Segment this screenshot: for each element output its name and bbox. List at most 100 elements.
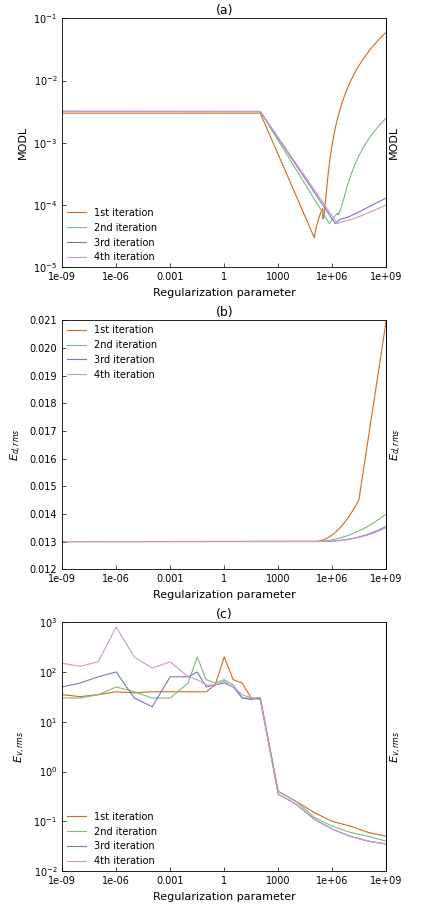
4th iteration bbox=[213, 679, 218, 691]
3rd iteration bbox=[315, 536, 320, 547]
3rd iteration bbox=[374, 525, 379, 536]
3rd iteration bbox=[240, 692, 245, 703]
2nd iteration bbox=[213, 678, 218, 689]
1st iteration bbox=[213, 679, 218, 691]
Line: 1st iteration: 1st iteration bbox=[62, 657, 386, 836]
4th iteration bbox=[194, 674, 200, 685]
2nd iteration bbox=[384, 508, 389, 519]
3rd iteration bbox=[384, 521, 389, 532]
1st iteration bbox=[59, 536, 65, 547]
4th iteration bbox=[329, 823, 335, 834]
2nd iteration bbox=[327, 218, 332, 229]
2nd iteration bbox=[114, 681, 119, 692]
3rd iteration bbox=[194, 667, 200, 678]
1st iteration bbox=[348, 821, 353, 832]
1st iteration bbox=[258, 692, 263, 703]
1st iteration bbox=[374, 376, 380, 387]
2nd iteration bbox=[312, 812, 317, 823]
3rd iteration bbox=[384, 838, 389, 849]
2nd iteration bbox=[209, 105, 214, 116]
1st iteration bbox=[329, 816, 335, 827]
4th iteration bbox=[76, 536, 81, 547]
Legend: 1st iteration, 2nd iteration, 3rd iteration, 4th iteration: 1st iteration, 2nd iteration, 3rd iterat… bbox=[67, 208, 157, 262]
1st iteration bbox=[59, 107, 65, 118]
3rd iteration bbox=[374, 197, 380, 208]
Line: 2nd iteration: 2nd iteration bbox=[62, 514, 386, 542]
1st iteration bbox=[315, 536, 320, 547]
2nd iteration bbox=[217, 105, 222, 116]
Y-axis label: MODL: MODL bbox=[389, 127, 399, 160]
4th iteration bbox=[276, 789, 281, 800]
4th iteration bbox=[59, 536, 65, 547]
4th iteration bbox=[217, 536, 222, 547]
Line: 2nd iteration: 2nd iteration bbox=[62, 111, 386, 224]
2nd iteration bbox=[59, 692, 65, 703]
X-axis label: Regularization parameter: Regularization parameter bbox=[153, 891, 296, 901]
4th iteration bbox=[384, 838, 389, 849]
1st iteration bbox=[240, 678, 245, 689]
3rd iteration bbox=[329, 823, 335, 834]
2nd iteration bbox=[203, 674, 209, 685]
1st iteration bbox=[374, 378, 379, 389]
3rd iteration bbox=[374, 525, 380, 536]
1st iteration bbox=[167, 686, 173, 697]
1st iteration bbox=[312, 807, 317, 818]
2nd iteration bbox=[329, 821, 335, 832]
4th iteration bbox=[249, 692, 254, 703]
4th iteration bbox=[374, 526, 379, 537]
4th iteration bbox=[59, 657, 65, 668]
4th iteration bbox=[312, 813, 317, 824]
Line: 1st iteration: 1st iteration bbox=[62, 320, 386, 542]
2nd iteration bbox=[365, 831, 371, 842]
1st iteration bbox=[312, 232, 317, 243]
Line: 4th iteration: 4th iteration bbox=[62, 627, 386, 844]
3rd iteration bbox=[315, 192, 320, 203]
2nd iteration bbox=[258, 694, 263, 705]
2nd iteration bbox=[315, 536, 320, 547]
3rd iteration bbox=[348, 831, 353, 842]
3rd iteration bbox=[222, 678, 227, 689]
4th iteration bbox=[203, 679, 209, 691]
4th iteration bbox=[374, 204, 380, 215]
3rd iteration bbox=[114, 667, 119, 678]
1st iteration bbox=[95, 690, 101, 701]
3rd iteration bbox=[59, 105, 65, 116]
2nd iteration bbox=[78, 692, 83, 703]
1st iteration bbox=[222, 651, 227, 662]
3rd iteration bbox=[150, 702, 155, 713]
X-axis label: Regularization parameter: Regularization parameter bbox=[153, 590, 296, 600]
1st iteration bbox=[209, 536, 214, 547]
4th iteration bbox=[114, 622, 119, 633]
3rd iteration bbox=[95, 671, 101, 682]
2nd iteration bbox=[59, 105, 65, 116]
2nd iteration bbox=[374, 515, 379, 526]
2nd iteration bbox=[76, 536, 81, 547]
Title: (c): (c) bbox=[216, 608, 233, 621]
4th iteration bbox=[365, 835, 371, 846]
1st iteration bbox=[78, 691, 83, 702]
4th iteration bbox=[374, 204, 380, 215]
2nd iteration bbox=[76, 105, 81, 116]
2nd iteration bbox=[374, 123, 380, 134]
4th iteration bbox=[209, 536, 214, 547]
Line: 1st iteration: 1st iteration bbox=[62, 32, 386, 238]
2nd iteration bbox=[230, 679, 236, 691]
3rd iteration bbox=[333, 218, 338, 229]
3rd iteration bbox=[209, 105, 214, 116]
1st iteration bbox=[217, 107, 222, 118]
3rd iteration bbox=[203, 681, 209, 692]
2nd iteration bbox=[222, 674, 227, 685]
2nd iteration bbox=[240, 692, 245, 703]
4th iteration bbox=[59, 105, 65, 116]
2nd iteration bbox=[276, 786, 281, 797]
Y-axis label: $E_{v,rms}$: $E_{v,rms}$ bbox=[389, 731, 404, 763]
4th iteration bbox=[384, 523, 389, 534]
1st iteration bbox=[203, 686, 209, 697]
2nd iteration bbox=[217, 536, 222, 547]
Line: 3rd iteration: 3rd iteration bbox=[62, 672, 386, 844]
3rd iteration bbox=[213, 679, 218, 691]
4th iteration bbox=[186, 671, 191, 682]
4th iteration bbox=[150, 662, 155, 673]
3rd iteration bbox=[276, 789, 281, 800]
1st iteration bbox=[276, 786, 281, 797]
